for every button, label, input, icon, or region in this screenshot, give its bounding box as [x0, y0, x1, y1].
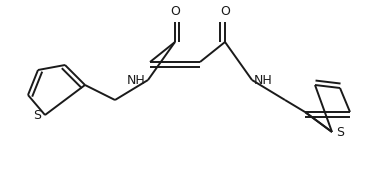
Text: O: O — [170, 5, 180, 18]
Text: NH: NH — [254, 73, 273, 87]
Text: S: S — [336, 125, 344, 138]
Text: O: O — [220, 5, 230, 18]
Text: S: S — [33, 109, 41, 122]
Text: NH: NH — [127, 73, 146, 87]
